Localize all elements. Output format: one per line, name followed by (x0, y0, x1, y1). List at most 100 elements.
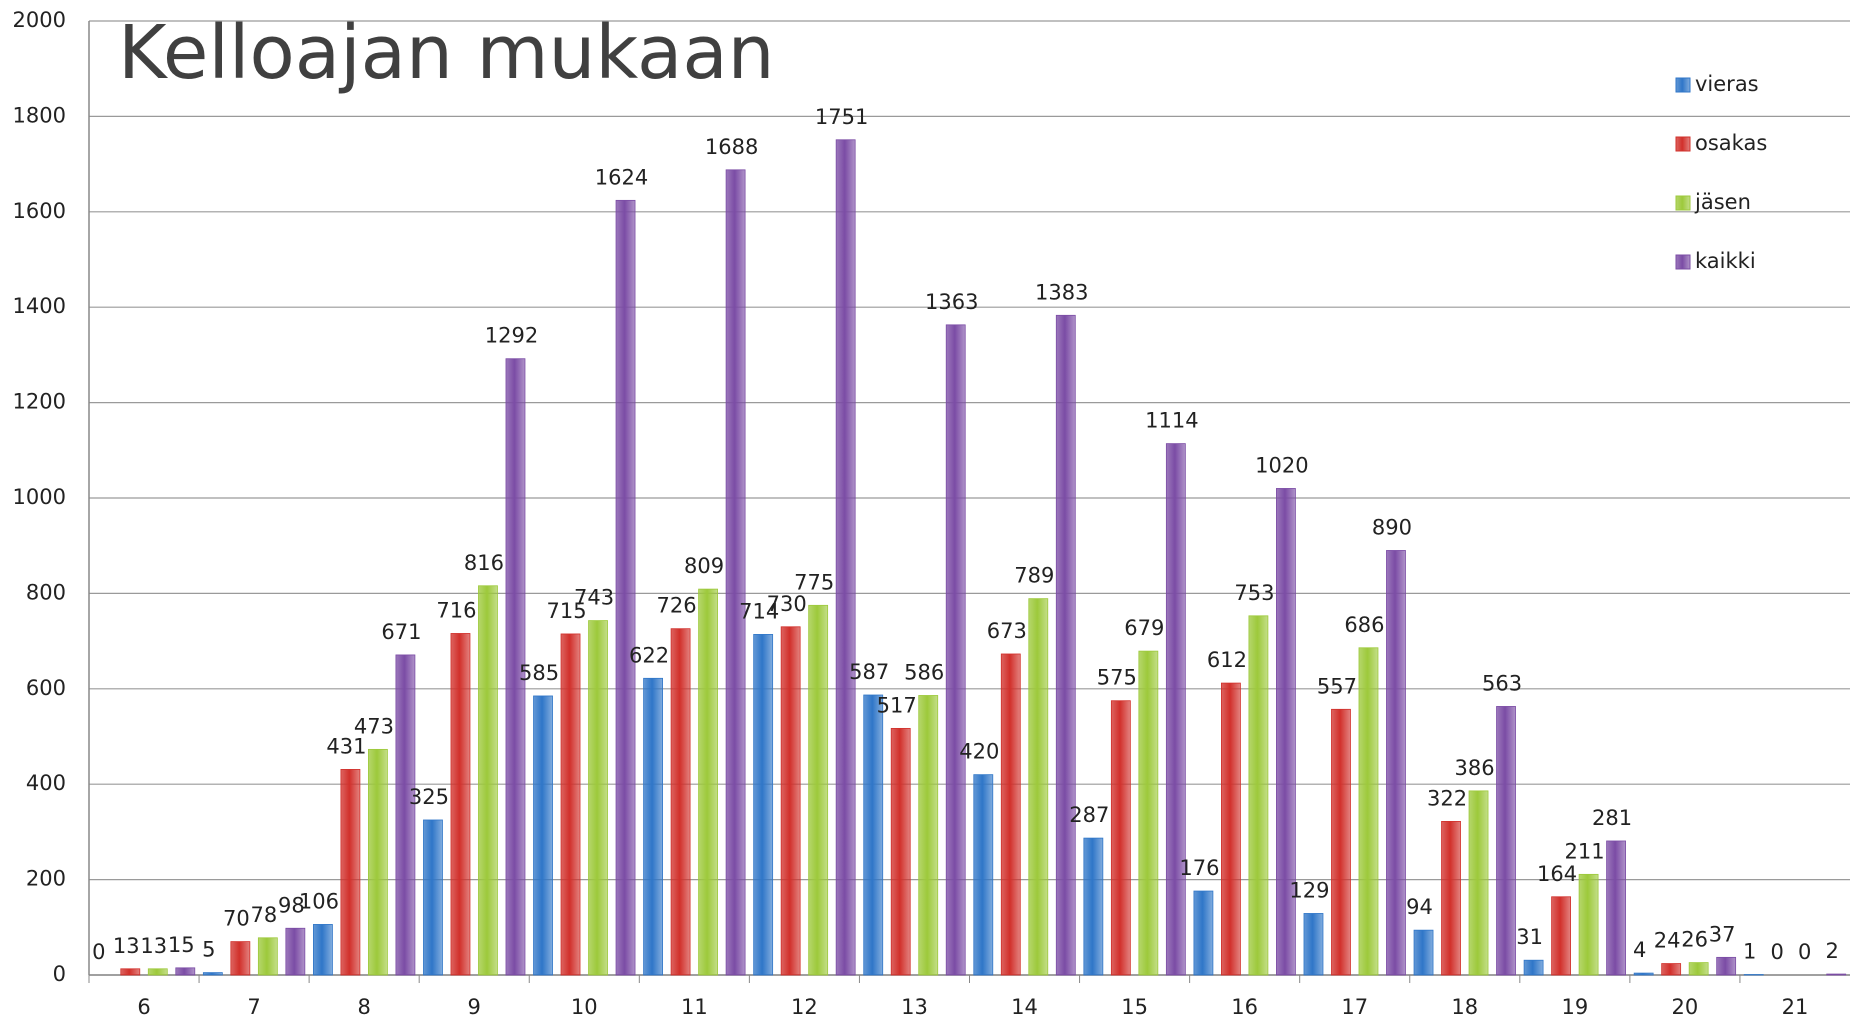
data-label: 287 (1069, 803, 1109, 827)
data-label: 775 (794, 570, 834, 594)
data-label: 13 (113, 934, 140, 958)
data-label: 473 (354, 714, 394, 738)
bar (945, 324, 966, 976)
bar (450, 633, 471, 976)
y-tick-label: 1600 (13, 199, 66, 223)
x-tick-label: 14 (1011, 995, 1038, 1019)
x-tick-label: 6 (137, 995, 150, 1019)
bar (1055, 314, 1076, 976)
bar (1138, 650, 1159, 976)
data-label: 686 (1344, 613, 1384, 637)
legend-swatch (1675, 77, 1691, 93)
bar (835, 139, 856, 976)
data-label: 0 (1798, 940, 1811, 964)
x-tick-label: 21 (1782, 995, 1809, 1019)
bar (1606, 840, 1626, 976)
bar (1386, 550, 1406, 976)
data-label: 679 (1124, 616, 1164, 640)
x-tick-label: 11 (681, 995, 708, 1019)
bar (1413, 929, 1434, 976)
legend-swatch (1675, 195, 1691, 211)
bar (340, 769, 361, 976)
bar (1165, 443, 1186, 976)
data-label: 15 (168, 933, 195, 957)
bar (725, 169, 746, 976)
bar (423, 819, 443, 976)
y-tick-label: 1000 (13, 485, 66, 509)
data-label: 809 (684, 554, 724, 578)
data-label: 730 (767, 592, 807, 616)
data-label: 24 (1654, 929, 1681, 953)
data-label: 1 (1743, 940, 1756, 964)
data-label: 70 (223, 907, 250, 931)
bar (1193, 890, 1214, 976)
data-label: 13 (140, 934, 167, 958)
data-label: 1688 (705, 135, 758, 159)
bar (670, 628, 691, 976)
data-label: 211 (1565, 839, 1605, 863)
data-label: 26 (1681, 928, 1708, 952)
data-label: 715 (546, 599, 586, 623)
bar (1441, 821, 1461, 976)
y-tick-label: 800 (26, 580, 66, 604)
data-label: 585 (519, 661, 559, 685)
y-tick-label: 1400 (13, 294, 66, 318)
data-label: 1383 (1035, 280, 1088, 304)
data-label: 4 (1633, 938, 1646, 962)
x-tick-label: 18 (1451, 995, 1478, 1019)
data-label: 716 (436, 598, 476, 622)
legend-label: kaikki (1695, 249, 1756, 273)
bar (505, 358, 526, 976)
data-label: 431 (326, 734, 366, 758)
data-label: 106 (299, 889, 339, 913)
data-label: 671 (381, 620, 421, 644)
bar (285, 927, 306, 976)
bar (1578, 873, 1599, 976)
bar (368, 748, 388, 976)
y-tick-label: 200 (26, 867, 66, 891)
data-label: 714 (739, 599, 779, 623)
x-tick-label: 9 (468, 995, 481, 1019)
x-tick-label: 8 (357, 995, 370, 1019)
bar (1248, 615, 1269, 976)
data-label: 1292 (485, 324, 538, 348)
bar (257, 937, 278, 976)
data-label: 129 (1289, 878, 1329, 902)
data-label: 5 (202, 938, 215, 962)
data-label: 563 (1482, 671, 1522, 695)
bar (1028, 598, 1049, 976)
bar (560, 633, 581, 976)
x-tick-label: 13 (901, 995, 928, 1019)
y-tick-label: 1200 (13, 390, 66, 414)
data-label: 517 (877, 693, 917, 717)
data-label: 890 (1372, 515, 1412, 539)
data-label: 789 (1014, 564, 1054, 588)
data-label: 78 (250, 903, 277, 927)
x-tick-label: 20 (1672, 995, 1699, 1019)
bar (1496, 706, 1516, 976)
bar (533, 695, 553, 976)
bar (1358, 647, 1379, 976)
bar (175, 967, 196, 976)
data-label: 612 (1207, 648, 1247, 672)
data-label: 2 (1826, 939, 1839, 963)
data-label: 420 (959, 740, 999, 764)
data-label: 176 (1179, 856, 1219, 880)
x-tick-label: 12 (791, 995, 818, 1019)
bar (147, 968, 168, 976)
bar (588, 620, 608, 976)
data-label: 98 (278, 893, 305, 917)
bar (230, 941, 251, 976)
y-tick-label: 0 (53, 962, 66, 986)
bar (1551, 896, 1571, 976)
legend-swatch (1675, 136, 1691, 152)
bar (890, 727, 911, 976)
data-label: 816 (464, 551, 504, 575)
x-tick-label: 19 (1561, 995, 1588, 1019)
data-label: 325 (409, 785, 449, 809)
bar (1826, 973, 1847, 976)
x-tick-label: 16 (1231, 995, 1258, 1019)
data-label: 726 (657, 594, 697, 618)
data-label: 1020 (1255, 453, 1308, 477)
